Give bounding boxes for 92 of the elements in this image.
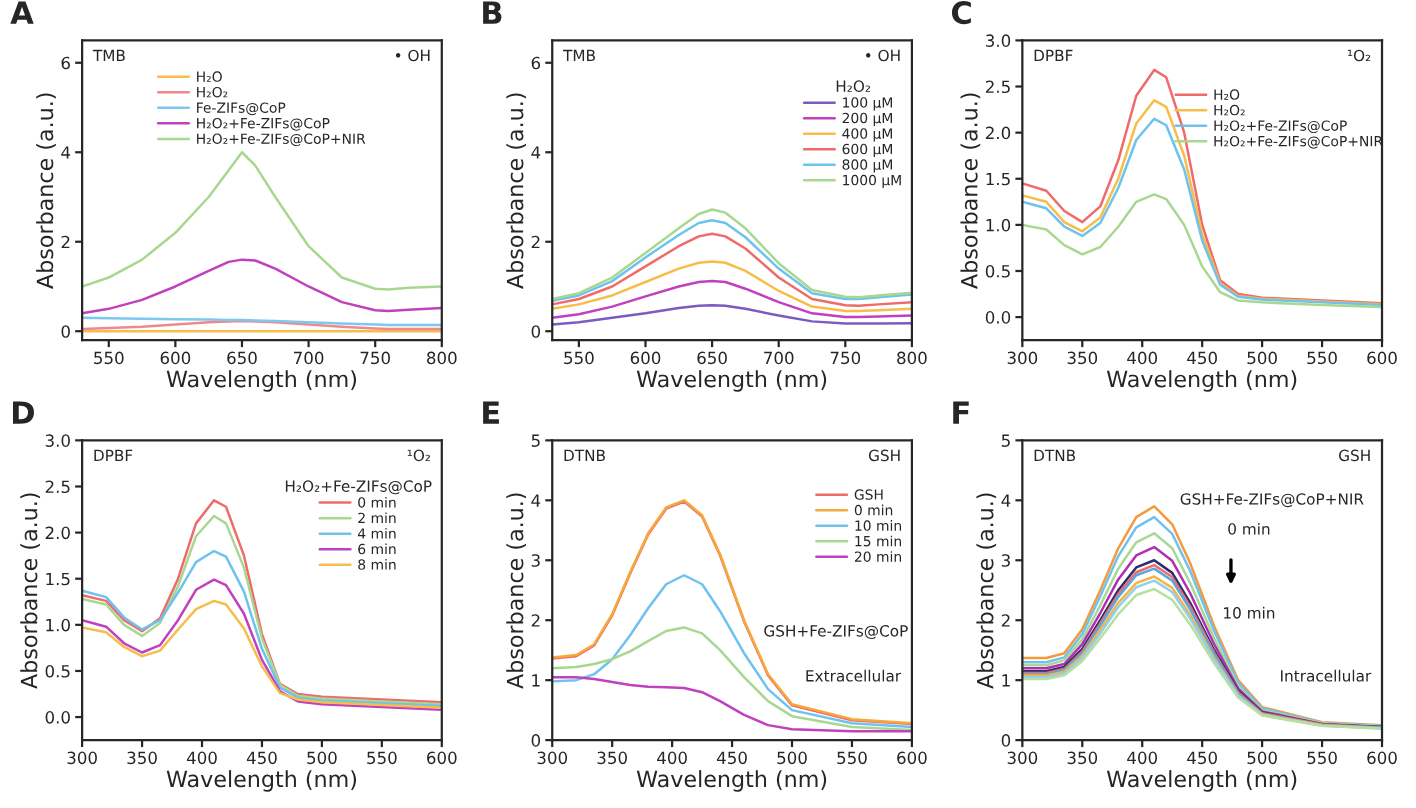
y-tick-label: 2.0 [45,526,70,540]
x-axis-title: Wavelength (nm) [166,370,357,392]
chart-title: E [483,401,499,424]
x-tick-label: 400 [1127,351,1158,365]
y-tick-label: 4 [531,146,541,159]
x-axis-title: Wavelength (nm) [636,370,827,392]
x-tick-label: 600 [1367,351,1397,365]
y-tick-label: 1 [532,674,540,687]
y-tick-label: 4 [1001,494,1011,507]
x-axis-title: Wavelength (nm) [1106,370,1297,392]
y-axis-title: Absorbance (a.u.) [976,493,997,689]
x-tick-label: 550 [837,751,867,765]
chart-title: A [10,1,34,24]
y-tick-label: 4 [531,494,541,507]
x-tick-label: 450 [246,751,277,765]
x-tick-label: 750 [830,351,861,365]
x-tick-label: 350 [1067,751,1098,765]
x-tick-label: 800 [897,351,927,365]
x-tick-label: 500 [307,751,337,765]
x-tick-label: 700 [764,351,794,365]
y-axis-title: Absorbance (a.u.) [20,493,41,689]
y-tick-label: 2.5 [985,80,1010,94]
y-tick-label: 6 [531,56,541,70]
y-tick-label: 6 [61,56,70,70]
y-tick-label: 0.5 [45,664,70,678]
y-tick-label: 2.0 [985,126,1011,140]
x-tick-label: 400 [1127,751,1158,765]
y-tick-label: 0 [61,325,70,338]
y-tick-label: 1.0 [46,618,70,632]
x-tick-label: 600 [897,751,927,765]
x-tick-label: 750 [360,351,390,365]
y-tick-label: 3.0 [45,434,70,447]
y-tick-label: 1.0 [986,218,1011,232]
x-axis-title: Wavelength (nm) [636,770,827,792]
y-tick-label: 4 [61,146,71,159]
x-tick-label: 350 [1067,351,1098,365]
y-tick-label: 1.5 [46,572,70,586]
x-tick-label: 700 [294,351,324,365]
y-tick-label: 0.5 [985,264,1010,278]
y-tick-label: 2.5 [45,480,70,494]
x-tick-label: 450 [1187,351,1217,365]
x-tick-label: 550 [564,351,594,365]
x-tick-label: 400 [657,751,687,765]
y-tick-label: 0.0 [985,311,1011,324]
x-tick-label: 550 [1307,351,1337,365]
y-tick-label: 1.5 [986,172,1010,186]
x-tick-label: 300 [67,751,97,765]
y-axis-title: Absorbance (a.u.) [506,493,527,689]
x-tick-label: 600 [160,351,191,365]
y-tick-label: 5 [1001,434,1010,447]
x-tick-label: 450 [716,751,747,765]
x-tick-label: 500 [1247,351,1277,365]
chart-title: D [13,401,34,424]
x-tick-label: 300 [1007,351,1038,365]
y-tick-label: 3 [1001,554,1010,567]
chart-title: F [953,401,969,424]
y-tick-label: 2 [1001,614,1010,627]
x-tick-label: 500 [777,751,807,765]
y-tick-label: 3.0 [986,34,1011,47]
x-axis-title: Wavelength (nm) [166,770,357,792]
x-tick-label: 550 [94,351,124,365]
x-tick-label: 500 [1247,751,1277,765]
y-tick-label: 1 [1002,674,1010,687]
y-tick-label: 0.0 [45,711,70,724]
y-axis-title: Absorbance (a.u.) [506,93,527,289]
y-tick-label: 2 [61,235,70,249]
x-tick-label: 350 [597,751,627,765]
x-tick-label: 600 [427,751,457,765]
x-tick-label: 450 [1187,751,1217,765]
x-tick-label: 650 [227,351,257,365]
y-tick-label: 2 [531,235,540,249]
x-tick-label: 800 [427,351,457,365]
x-axis-title: Wavelength (nm) [1106,770,1297,792]
chart-title: B [483,1,502,24]
x-tick-label: 600 [630,351,661,365]
x-tick-label: 550 [1307,751,1337,765]
x-tick-label: 400 [186,751,217,765]
y-tick-label: 2 [531,614,540,627]
y-tick-label: 5 [531,434,540,447]
chart-title: C [951,1,971,25]
y-tick-label: 3 [531,554,540,567]
x-tick-label: 300 [537,751,568,765]
y-tick-label: 0 [531,325,541,338]
x-tick-label: 550 [367,751,397,765]
x-tick-label: 350 [127,751,157,765]
y-axis-title: Absorbance (a.u.) [36,93,56,289]
y-tick-label: 0 [1001,734,1011,747]
x-tick-label: 300 [1007,751,1038,765]
x-tick-label: 650 [697,351,727,365]
y-tick-label: 0 [531,734,541,747]
y-axis-title: Absorbance (a.u.) [960,93,981,289]
x-tick-label: 600 [1367,751,1397,765]
